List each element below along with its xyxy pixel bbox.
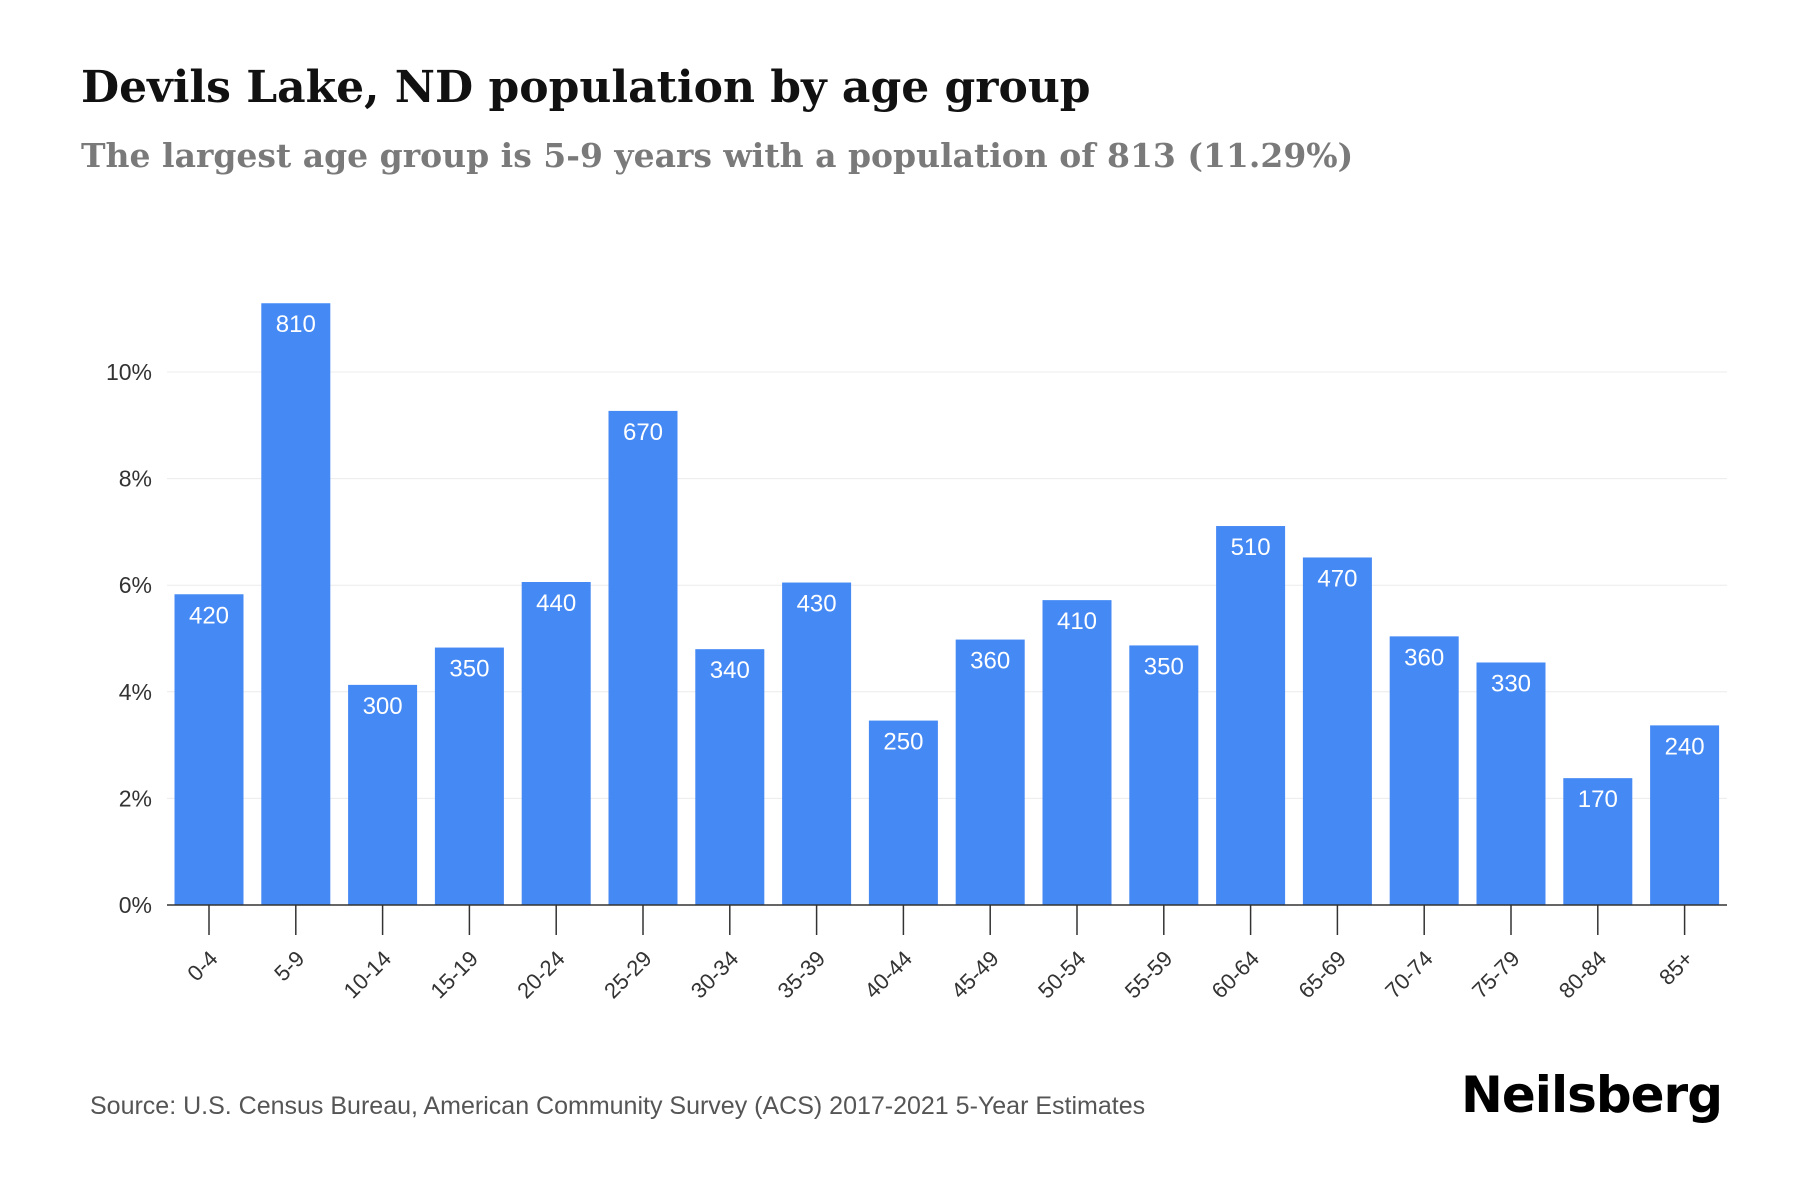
bar-value-label: 810 bbox=[276, 311, 316, 338]
bar bbox=[1476, 662, 1546, 905]
y-tick-label: 0% bbox=[119, 892, 152, 918]
x-tick-label: 0-4 bbox=[182, 946, 222, 986]
bar bbox=[608, 410, 678, 905]
bar-value-label: 250 bbox=[883, 729, 923, 756]
x-tick-label: 40-44 bbox=[859, 946, 916, 1003]
x-tick-label: 85+ bbox=[1654, 946, 1698, 990]
x-tick-label: 30-34 bbox=[686, 946, 743, 1003]
bar bbox=[955, 639, 1025, 905]
source-note: Source: U.S. Census Bureau, American Com… bbox=[90, 1092, 1146, 1120]
x-tick-label: 75-79 bbox=[1467, 946, 1524, 1003]
bar bbox=[1216, 526, 1286, 905]
x-tick-label: 70-74 bbox=[1380, 946, 1437, 1003]
x-tick-label: 15-19 bbox=[425, 946, 482, 1003]
chart-title: Devils Lake, ND population by age group bbox=[81, 62, 1091, 113]
bar bbox=[1302, 557, 1372, 905]
bar-value-label: 360 bbox=[1404, 644, 1444, 671]
x-tick-label: 20-24 bbox=[512, 946, 569, 1003]
x-tick-label: 55-59 bbox=[1120, 946, 1177, 1003]
y-tick-label: 4% bbox=[119, 679, 152, 705]
bar-value-label: 300 bbox=[363, 693, 403, 720]
x-tick-label: 10-14 bbox=[339, 946, 396, 1003]
y-tick-label: 2% bbox=[119, 785, 152, 811]
brand-logo: Neilsberg bbox=[1461, 1066, 1723, 1124]
y-tick-label: 8% bbox=[119, 466, 152, 492]
y-tick-label: 6% bbox=[119, 572, 152, 598]
bar-value-label: 670 bbox=[623, 419, 663, 446]
bar-value-label: 240 bbox=[1665, 733, 1705, 760]
bar bbox=[782, 582, 852, 905]
bar bbox=[174, 594, 244, 905]
bar bbox=[868, 720, 938, 905]
bar bbox=[1042, 600, 1112, 905]
bar-value-label: 410 bbox=[1057, 608, 1097, 635]
x-tick-label: 45-49 bbox=[946, 946, 1003, 1003]
bar-value-label: 170 bbox=[1578, 786, 1618, 813]
bar-value-label: 440 bbox=[536, 590, 576, 617]
x-tick-label: 50-54 bbox=[1033, 946, 1090, 1003]
chart-subtitle: The largest age group is 5-9 years with … bbox=[81, 136, 1354, 175]
bar-value-label: 330 bbox=[1491, 670, 1531, 697]
x-tick-label: 60-64 bbox=[1207, 946, 1264, 1003]
bar-value-label: 420 bbox=[189, 602, 229, 629]
bar-value-label: 430 bbox=[797, 591, 837, 618]
bar-chart: 0% 2% 4% 6% 8% 10% 420 0-4 810 5-9 300 10-14 350 15-1… bbox=[106, 303, 1727, 1003]
bar bbox=[1650, 725, 1720, 905]
bar-value-label: 510 bbox=[1231, 534, 1271, 561]
x-tick-label: 25-29 bbox=[599, 946, 656, 1003]
x-tick-label: 35-39 bbox=[773, 946, 830, 1003]
bar bbox=[1563, 778, 1633, 905]
bar-value-label: 470 bbox=[1317, 565, 1357, 592]
bar bbox=[521, 582, 591, 905]
x-tick-label: 80-84 bbox=[1554, 946, 1611, 1003]
y-tick-label: 10% bbox=[106, 359, 152, 385]
x-tick-label: 65-69 bbox=[1293, 946, 1350, 1003]
bar-value-label: 350 bbox=[1144, 653, 1184, 680]
bar bbox=[348, 684, 418, 905]
bar bbox=[1129, 645, 1199, 905]
bar-value-label: 360 bbox=[970, 648, 1010, 675]
bar bbox=[695, 649, 765, 905]
x-tick-label: 5-9 bbox=[269, 946, 309, 986]
bar-value-label: 340 bbox=[710, 657, 750, 684]
bar bbox=[261, 303, 331, 905]
bar-value-label: 350 bbox=[449, 656, 489, 683]
bar bbox=[1389, 636, 1459, 905]
bar bbox=[434, 647, 504, 905]
